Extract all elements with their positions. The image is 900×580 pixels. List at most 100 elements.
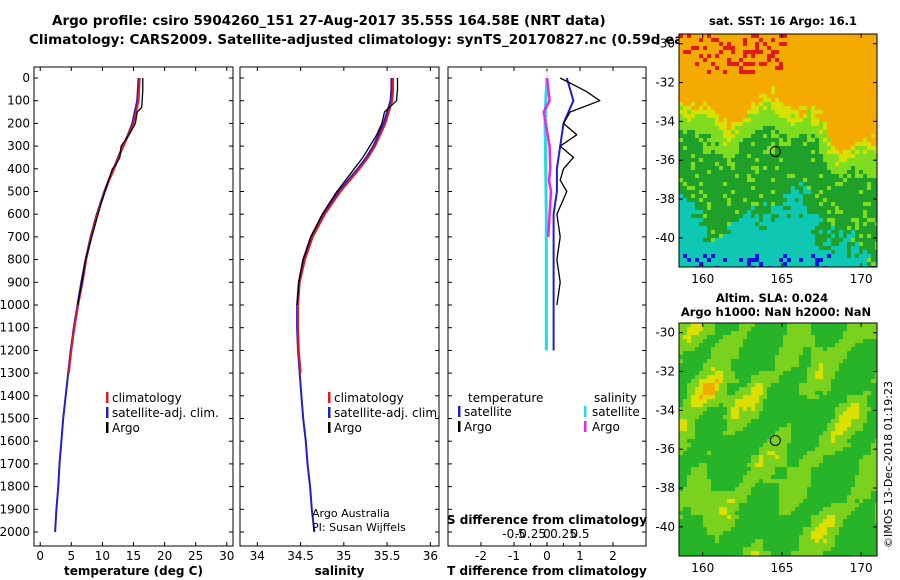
sst-map-cell: [755, 210, 760, 215]
sla-map-cell: [799, 451, 804, 456]
sst-map-cell: [687, 186, 692, 191]
sst-map-cell: [783, 34, 788, 39]
sst-map-cell: [743, 206, 748, 211]
sst-map-cell: [767, 86, 772, 91]
sst-map-cell: [703, 102, 708, 107]
sst-map-cell: [763, 258, 768, 263]
sla-map-cell: [799, 459, 804, 464]
sst-map-cell: [779, 70, 784, 75]
sst-map-cell: [763, 206, 768, 211]
sst-map-cell: [751, 210, 756, 215]
sst-map-cell: [751, 198, 756, 203]
sst-map-cell: [839, 94, 844, 99]
sst-map-cell: [799, 50, 804, 55]
sst-map-cell: [871, 238, 876, 243]
sla-map-cell: [835, 411, 840, 416]
sst-map-cell: [791, 110, 796, 115]
sla-map-cell: [755, 351, 760, 356]
sla-map-cell: [735, 411, 740, 416]
sst-map-cell: [727, 258, 732, 263]
sla-map-cell: [795, 367, 800, 372]
sla-map-cell: [831, 431, 836, 436]
temperature-panel: 0100200300400500600700800900100011001200…: [0, 66, 234, 578]
sst-map-cell: [679, 214, 684, 219]
sst-map-cell: [755, 218, 760, 223]
sst-map-cell: [787, 66, 792, 71]
sla-map-cell: [827, 423, 832, 428]
sst-map-cell: [815, 82, 820, 87]
sla-map-cell: [747, 407, 752, 412]
sst-map-cell: [679, 250, 684, 255]
sst-map-cell: [803, 226, 808, 231]
sla-map-cell: [763, 415, 768, 420]
sla-map-cell: [787, 419, 792, 424]
sst-map-cell: [767, 82, 772, 87]
sst-map-cell: [755, 238, 760, 243]
sst-map-cell: [847, 34, 852, 39]
sst-map-cell: [799, 138, 804, 143]
sla-map-cell: [739, 379, 744, 384]
sst-map-cell: [823, 110, 828, 115]
sst-map-cell: [807, 234, 812, 239]
sla-map-cell: [807, 323, 812, 328]
sla-map-cell: [823, 403, 828, 408]
salinity-climatology-line: [297, 78, 395, 374]
sst-map-cell: [687, 262, 692, 267]
sst-map-cell: [763, 158, 768, 163]
sla-map-cell: [695, 447, 700, 452]
sst-map-cell: [731, 106, 736, 111]
sst-map-cell: [679, 50, 684, 55]
sst-map-cell: [823, 150, 828, 155]
sst-map-cell: [875, 114, 877, 119]
sst-map-cell: [703, 114, 708, 119]
sla-map-cell: [791, 383, 796, 388]
sst-map-cell: [831, 198, 836, 203]
sst-map-cell: [827, 74, 832, 79]
sst-map-cell: [683, 246, 688, 251]
sst-map-cell: [859, 198, 864, 203]
sla-map-cell: [695, 459, 700, 464]
sla-map-cell: [871, 431, 876, 436]
sla-map-cell: [871, 443, 876, 448]
sst-map-cell: [739, 214, 744, 219]
sla-map-cell: [743, 375, 748, 380]
depth-tick-label: 1200: [0, 343, 30, 357]
sla-map-cell: [759, 359, 764, 364]
sst-map-cell: [811, 110, 816, 115]
sla-map-cell: [683, 463, 688, 468]
sst-map-cell: [695, 206, 700, 211]
sst-map-cell: [771, 150, 776, 155]
sst-map-cell: [763, 254, 768, 259]
sst-map-cell: [711, 230, 716, 235]
sst-map-cell: [803, 230, 808, 235]
sst-map-cell: [835, 118, 840, 123]
sla-map-cell: [815, 439, 820, 444]
sst-map-cell: [791, 42, 796, 47]
sla-map-cell: [847, 399, 852, 404]
sst-map-cell: [799, 42, 804, 47]
sst-map-cell: [819, 78, 824, 83]
sla-map-cell: [871, 375, 876, 380]
sla-map-cell: [743, 447, 748, 452]
sla-map-cell: [819, 435, 824, 440]
sla-map-cell: [751, 347, 756, 352]
sla-map-cell: [875, 375, 877, 380]
sst-map-cell: [823, 106, 828, 111]
sst-map-cell: [787, 98, 792, 103]
sla-map-cell: [759, 443, 764, 448]
sla-map-cell: [711, 339, 716, 344]
sla-map-cell: [687, 351, 692, 356]
sst-map-cell: [871, 106, 876, 111]
sla-map-cell: [723, 371, 728, 376]
sst-map-cell: [859, 66, 864, 71]
sst-map-cell: [871, 198, 876, 203]
sst-map-cell: [699, 118, 704, 123]
sla-map-cell: [715, 371, 720, 376]
sst-map-cell: [843, 170, 848, 175]
sst-map-cell: [847, 258, 852, 263]
sst-map-cell: [819, 74, 824, 79]
sst-map-cell: [691, 250, 696, 255]
sst-map-cell: [707, 150, 712, 155]
sla-map-cell: [719, 419, 724, 424]
sst-map-cell: [863, 190, 868, 195]
